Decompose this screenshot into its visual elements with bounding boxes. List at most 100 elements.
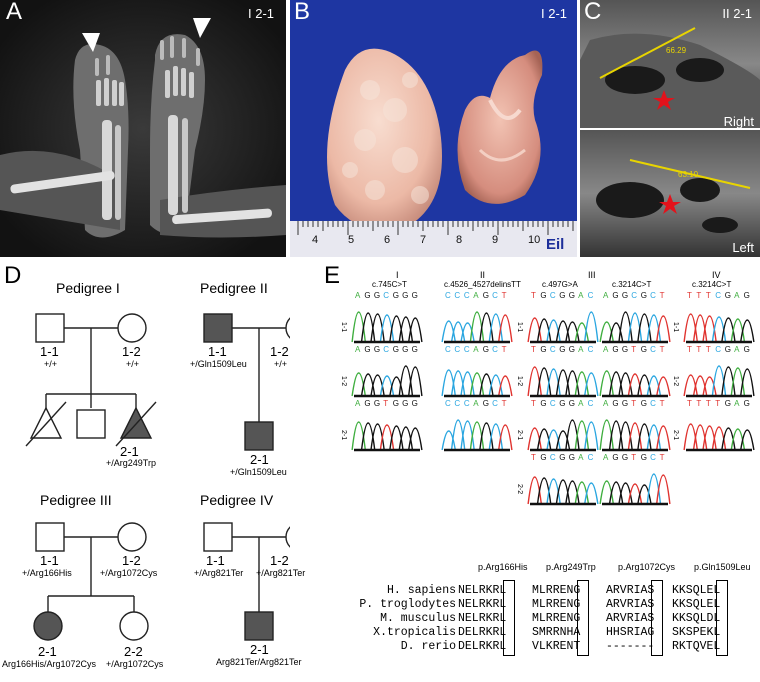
peak bbox=[546, 478, 561, 505]
alignment-block: RKTQVEL bbox=[672, 640, 721, 653]
base-call: C bbox=[715, 291, 721, 300]
base-call: G bbox=[612, 453, 618, 462]
peak bbox=[469, 372, 485, 397]
seq-row-label: 2-1 bbox=[516, 430, 523, 440]
base-call: C bbox=[715, 345, 721, 354]
base-call: G bbox=[393, 291, 399, 300]
base-call: T bbox=[706, 399, 711, 408]
seq-row-label: 1-2 bbox=[516, 376, 523, 386]
base-call: G bbox=[622, 399, 628, 408]
ruler-tick-label: 9 bbox=[492, 234, 499, 246]
peak bbox=[739, 368, 755, 397]
peak bbox=[574, 420, 590, 451]
peak bbox=[739, 319, 755, 343]
peak bbox=[536, 428, 552, 451]
base-call: C bbox=[492, 345, 498, 354]
base-call: T bbox=[631, 453, 636, 462]
peak bbox=[730, 318, 746, 343]
peak bbox=[360, 373, 376, 397]
pedigree-4-mother-genotype: +/Arg821Ter bbox=[256, 568, 306, 578]
alignment-block: DELRKRL bbox=[458, 640, 507, 653]
alignment-block: ARVRIAS bbox=[606, 598, 655, 611]
species-name: P. troglodytes bbox=[359, 598, 456, 611]
peak bbox=[441, 430, 457, 451]
base-call: A bbox=[473, 291, 479, 300]
base-call: G bbox=[364, 345, 370, 354]
alignment-block: NELRKRL bbox=[458, 612, 507, 625]
panel-c: 66.29 63.10 Right Left C II 2-1 bbox=[580, 0, 760, 257]
peak bbox=[407, 317, 423, 343]
base-call: G bbox=[374, 291, 380, 300]
peak bbox=[730, 428, 746, 451]
peak bbox=[488, 423, 504, 451]
base-call: C bbox=[588, 399, 594, 408]
pedigree-3-mother-genotype: +/Arg1072Cys bbox=[100, 568, 158, 578]
base-call: G bbox=[641, 453, 647, 462]
peak bbox=[637, 484, 652, 505]
base-call: G bbox=[612, 345, 618, 354]
base-call: G bbox=[744, 345, 750, 354]
base-call: T bbox=[660, 399, 665, 408]
peak bbox=[536, 477, 552, 505]
base-call: C bbox=[550, 345, 556, 354]
seq-row-label: 1-1 bbox=[340, 322, 347, 332]
base-call: A bbox=[578, 399, 584, 408]
pedigree-3-father-id: 1-1 bbox=[40, 553, 59, 568]
peak bbox=[555, 430, 571, 451]
peak bbox=[565, 370, 580, 397]
ruler-tick-label: 8 bbox=[456, 234, 463, 246]
seq-variant-1: c.745C>T bbox=[372, 280, 407, 289]
specimen-image bbox=[290, 0, 577, 257]
base-call: T bbox=[531, 345, 536, 354]
peak bbox=[527, 427, 543, 451]
base-call: G bbox=[725, 399, 731, 408]
peak bbox=[389, 425, 404, 451]
peak bbox=[599, 480, 615, 505]
peak bbox=[469, 311, 485, 343]
base-call: C bbox=[383, 291, 389, 300]
seq-group-2: II bbox=[480, 270, 486, 280]
highlight-box-1 bbox=[503, 580, 515, 656]
peak bbox=[599, 321, 615, 343]
peak bbox=[441, 369, 457, 397]
peak bbox=[683, 423, 699, 451]
align-header-2: p.Arg249Trp bbox=[546, 562, 596, 572]
peak bbox=[398, 426, 414, 451]
base-call: C bbox=[650, 453, 656, 462]
red-star-icon-right bbox=[653, 90, 675, 110]
pedigree-3-child2-id: 2-2 bbox=[124, 644, 143, 659]
peak bbox=[488, 313, 504, 343]
base-call: C bbox=[588, 453, 594, 462]
peak bbox=[351, 421, 367, 451]
align-header-1: p.Arg166His bbox=[478, 562, 528, 572]
peak bbox=[370, 423, 385, 451]
base-call: T bbox=[531, 453, 536, 462]
peak bbox=[527, 366, 543, 397]
peak bbox=[479, 373, 494, 397]
pedigree-3-title: Pedigree III bbox=[40, 492, 112, 508]
base-call: G bbox=[540, 345, 546, 354]
peak bbox=[497, 424, 513, 451]
base-call: T bbox=[687, 291, 692, 300]
peak bbox=[646, 424, 662, 451]
peak bbox=[379, 375, 395, 397]
peak bbox=[555, 320, 571, 343]
base-call: A bbox=[473, 345, 479, 354]
base-call: G bbox=[641, 345, 647, 354]
base-call: G bbox=[612, 291, 618, 300]
base-call: G bbox=[569, 453, 575, 462]
seq-group-5: IV bbox=[712, 270, 721, 280]
peak bbox=[479, 312, 494, 343]
base-call: A bbox=[603, 399, 609, 408]
peak bbox=[546, 368, 561, 397]
alignment-block: SMRRNHA bbox=[532, 626, 581, 639]
base-call: T bbox=[502, 291, 507, 300]
peak bbox=[655, 474, 671, 505]
base-call: G bbox=[612, 399, 618, 408]
pedigree-3-mother-id: 1-2 bbox=[122, 553, 141, 568]
measure-top: 66.29 bbox=[666, 46, 687, 55]
